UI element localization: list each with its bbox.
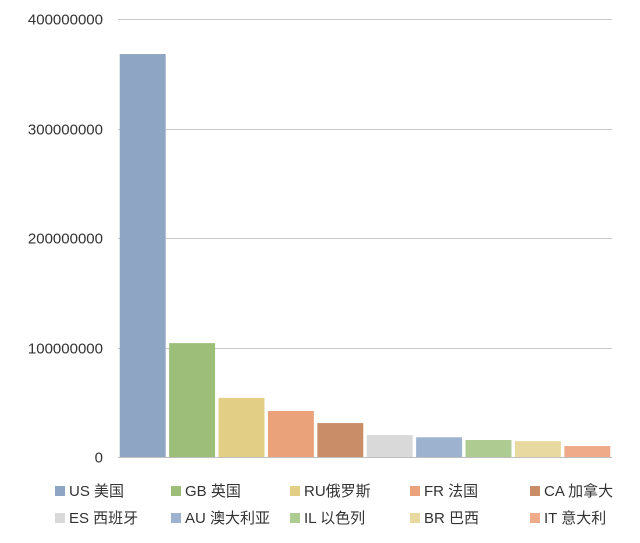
bar-5 xyxy=(366,435,413,457)
legend-item: US 美国 xyxy=(55,483,124,500)
y-tick-label: 400000000 xyxy=(28,12,103,29)
legend-swatch xyxy=(171,486,181,496)
bar-1 xyxy=(169,343,216,457)
bars xyxy=(119,54,611,457)
legend-item: AU 澳大利亚 xyxy=(171,510,270,527)
legend-item: BR 巴西 xyxy=(410,510,479,527)
legend: US 美国 GB 英国 RU俄罗斯 FR 法国 CA 加拿大 ES 西班牙 AU 澳大利亚 I… xyxy=(55,482,613,527)
legend-label: US 美国 xyxy=(69,483,124,500)
legend-label: AU 澳大利亚 xyxy=(185,510,270,527)
bar-4 xyxy=(317,423,364,457)
gridlines xyxy=(118,19,612,349)
legend-item: GB 英国 xyxy=(171,482,241,500)
y-tick-label: 300000000 xyxy=(28,122,103,139)
legend-label: GB 英国 xyxy=(185,482,241,500)
legend-swatch xyxy=(410,513,420,523)
legend-label: IT 意大利 xyxy=(544,509,606,527)
legend-swatch xyxy=(290,486,300,496)
bar-3 xyxy=(267,411,314,457)
bar-0 xyxy=(119,54,166,457)
legend-label: RU俄罗斯 xyxy=(304,483,371,500)
legend-swatch xyxy=(171,513,181,523)
legend-swatch xyxy=(55,513,65,523)
legend-label: CA 加拿大 xyxy=(544,482,613,500)
y-axis-tick-labels: 0 100000000 200000000 300000000 400000000 xyxy=(28,12,103,467)
legend-item: RU俄罗斯 xyxy=(290,483,371,500)
legend-label: ES 西班牙 xyxy=(69,510,138,527)
bar-7 xyxy=(465,440,512,457)
y-tick-label: 200000000 xyxy=(28,231,103,248)
legend-item: IL 以色列 xyxy=(290,510,365,527)
legend-item: FR 法国 xyxy=(410,483,478,500)
legend-swatch xyxy=(530,486,540,496)
legend-swatch xyxy=(290,513,300,523)
bar-2 xyxy=(218,397,265,457)
legend-swatch xyxy=(530,513,540,523)
legend-swatch xyxy=(55,486,65,496)
legend-item: CA 加拿大 xyxy=(530,482,613,500)
legend-label: FR 法国 xyxy=(424,483,478,500)
y-tick-label: 100000000 xyxy=(28,341,103,358)
legend-item: IT 意大利 xyxy=(530,509,606,527)
legend-item: ES 西班牙 xyxy=(55,510,138,527)
bar-8 xyxy=(514,441,561,457)
y-tick-label: 0 xyxy=(95,450,103,467)
legend-swatch xyxy=(410,486,420,496)
legend-label: BR 巴西 xyxy=(424,510,479,527)
legend-label: IL 以色列 xyxy=(304,510,365,527)
bar-9 xyxy=(564,446,611,457)
bar-6 xyxy=(416,437,463,457)
